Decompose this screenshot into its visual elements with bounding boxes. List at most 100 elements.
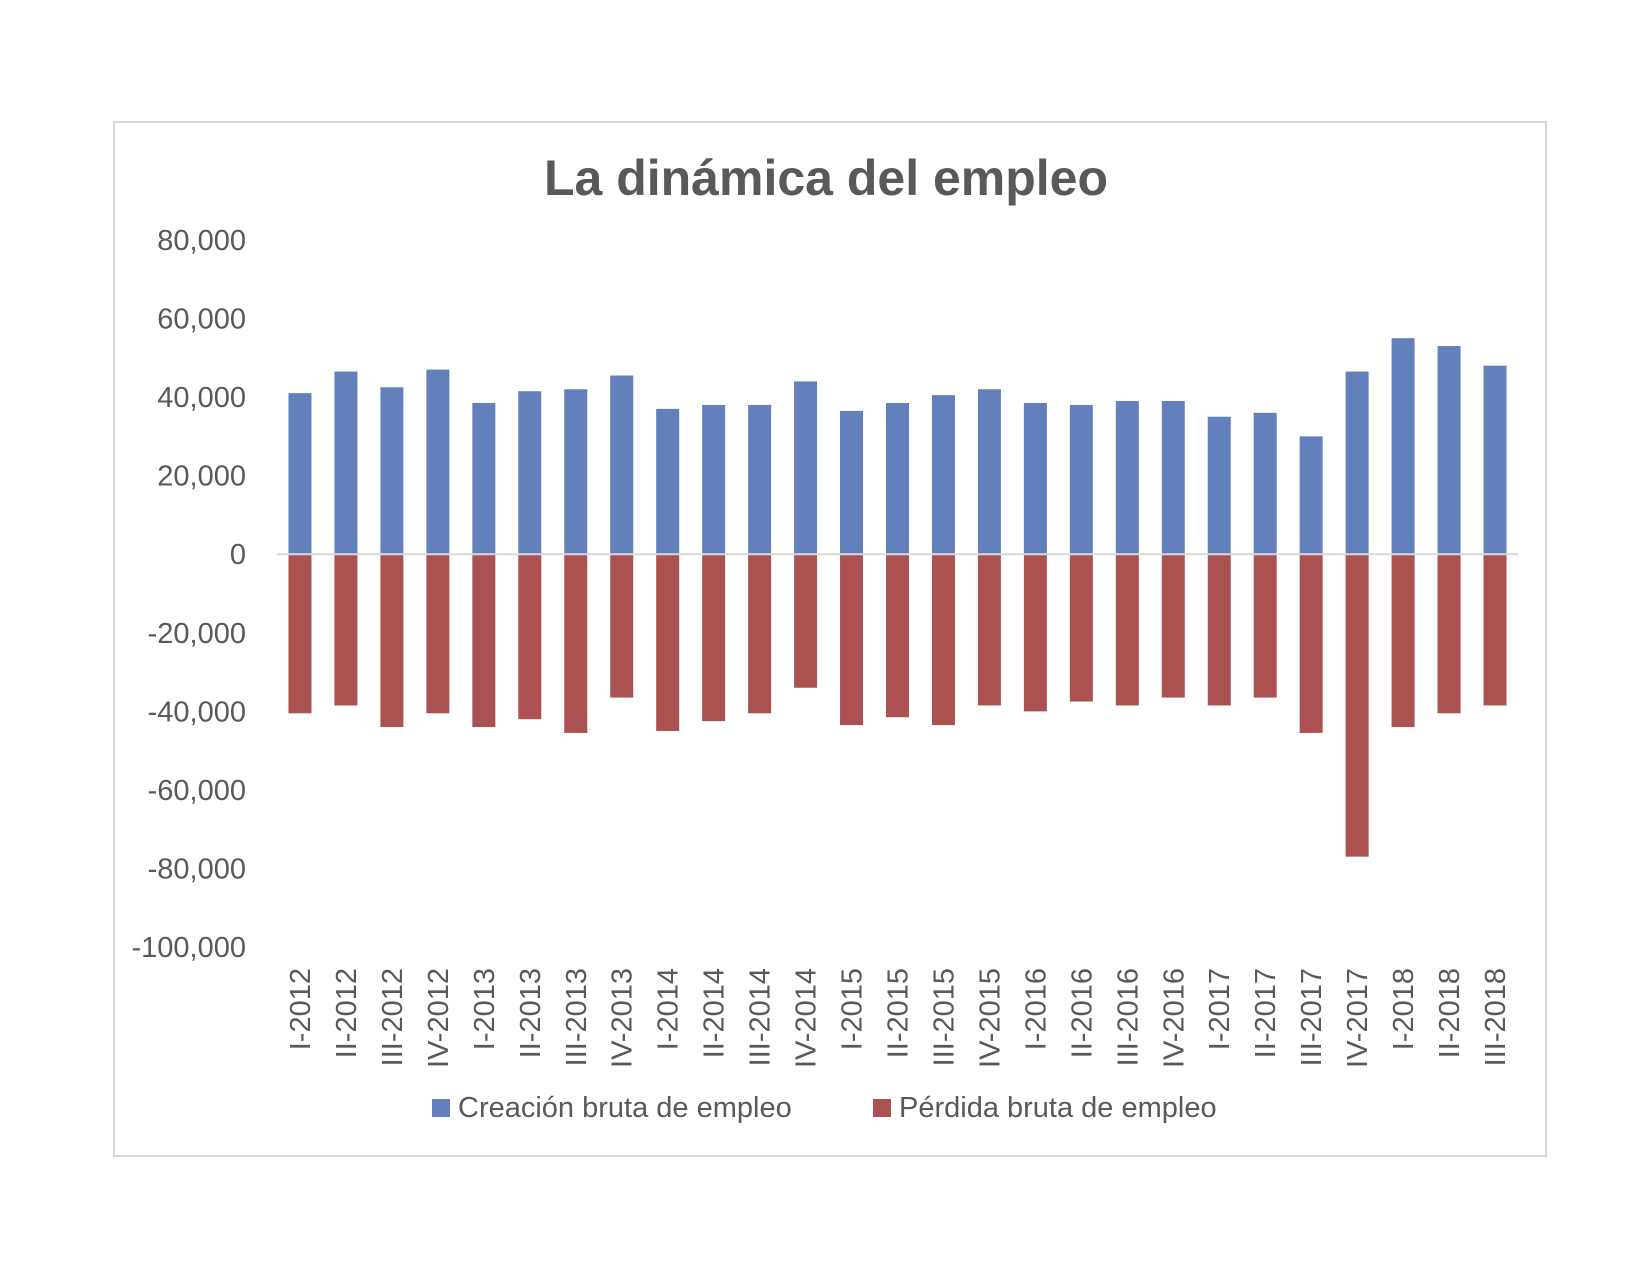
y-tick-label: -80,000 [148,853,246,885]
x-tick-label: IV-2016 [1158,968,1190,1068]
bar-creacion [1069,404,1093,555]
y-tick-label: -40,000 [148,696,246,728]
bar-creacion [1207,416,1231,555]
x-tick-label: III-2015 [928,968,960,1066]
bar-perdida [518,554,542,720]
bar-creacion [380,387,404,555]
y-tick-label: -100,000 [132,932,247,964]
bar-perdida [426,554,450,714]
bar-creacion [977,389,1001,555]
y-tick-label: 60,000 [157,304,246,336]
bar-creacion [794,381,818,555]
x-tick-label: II-2014 [699,968,731,1058]
x-tick-label: I-2017 [1204,968,1236,1050]
x-tick-label: I-2012 [285,968,317,1050]
bar-perdida [702,554,726,722]
x-tick-label: II-2015 [883,968,915,1058]
bar-creacion [472,403,496,555]
bar-creacion [1299,436,1323,555]
bar-perdida [977,554,1001,706]
bar-creacion [1115,401,1139,555]
x-tick-label: III-2016 [1112,968,1144,1066]
bar-perdida [380,554,404,728]
x-tick-label: II-2018 [1434,968,1466,1058]
y-axis-labels: 80,000 60,000 40,000 20,000 0 -20,000 -40,000 -… [132,225,247,964]
x-tick-label: IV-2017 [1342,968,1374,1068]
legend-swatch [432,1099,450,1117]
bars [288,338,1507,857]
legend-label: Creación bruta de empleo [458,1092,792,1124]
bar-perdida [1299,554,1323,733]
bar-creacion [610,375,634,555]
x-tick-label: I-2014 [653,968,685,1050]
bar-creacion [1483,365,1507,555]
bar-creacion [334,371,358,555]
bar-creacion [1391,338,1415,555]
x-tick-label: III-2014 [745,968,777,1066]
bar-perdida [1253,554,1277,698]
x-tick-label: II-2012 [331,968,363,1058]
y-tick-label: -60,000 [148,775,246,807]
x-tick-label: I-2013 [469,968,501,1050]
bar-creacion [564,389,588,555]
bar-creacion [1437,346,1461,555]
bar-perdida [748,554,772,714]
bar-creacion [1023,403,1047,555]
x-tick-label: IV-2012 [423,968,455,1068]
bar-perdida [886,554,909,718]
y-tick-label: 40,000 [157,382,246,414]
bar-perdida [931,554,955,726]
x-tick-label: I-2016 [1020,968,1052,1050]
x-tick-label: II-2013 [515,968,547,1058]
bar-perdida [1207,554,1231,706]
bar-creacion [518,391,542,555]
x-tick-label: IV-2014 [791,968,823,1068]
bar-creacion [1161,401,1185,555]
bar-perdida [840,554,864,726]
bar-perdida [1483,554,1507,706]
bar-perdida [794,554,818,688]
bar-creacion [748,404,772,555]
bar-perdida [610,554,634,698]
bar-creacion [426,369,450,555]
x-tick-label: III-2012 [377,968,409,1066]
x-tick-label: IV-2013 [607,968,639,1068]
bar-perdida [1345,554,1369,857]
bar-perdida [1069,554,1093,702]
y-tick-label: 20,000 [157,461,246,493]
bar-creacion [702,404,726,555]
x-tick-label: I-2015 [837,968,869,1050]
bar-perdida [564,554,588,733]
x-axis-labels: I-2012 II-2012 III-2012 IV-2012 I-2013 II-201… [285,968,1512,1068]
bar-perdida [1391,554,1415,728]
y-tick-label: -20,000 [148,618,246,650]
x-tick-label: III-2013 [561,968,593,1066]
bar-perdida [656,554,680,731]
legend-swatch [873,1099,891,1117]
bar-creacion [1253,412,1277,555]
x-tick-label: III-2018 [1480,968,1512,1066]
bar-perdida [1437,554,1461,714]
bar-creacion [931,395,955,555]
x-tick-label: II-2017 [1250,968,1282,1058]
x-tick-label: III-2017 [1296,968,1328,1066]
bar-perdida [1023,554,1047,712]
legend: Creación bruta de empleo Pérdida bruta de… [432,1092,1217,1124]
bar-creacion [1345,371,1369,555]
bar-perdida [1161,554,1185,698]
bar-perdida [288,554,312,714]
x-tick-label: II-2016 [1066,968,1098,1058]
x-tick-label: IV-2015 [974,968,1006,1068]
x-tick-label: I-2018 [1388,968,1420,1050]
bar-creacion [656,408,680,555]
legend-label: Pérdida bruta de empleo [899,1092,1217,1124]
y-tick-label: 0 [230,539,246,571]
bar-perdida [472,554,496,728]
y-tick-label: 80,000 [157,225,246,257]
chart-title: La dinámica del empleo [544,150,1108,206]
bar-creacion [288,393,312,555]
bar-perdida [334,554,358,706]
bar-perdida [1115,554,1139,706]
bar-creacion [840,410,864,555]
